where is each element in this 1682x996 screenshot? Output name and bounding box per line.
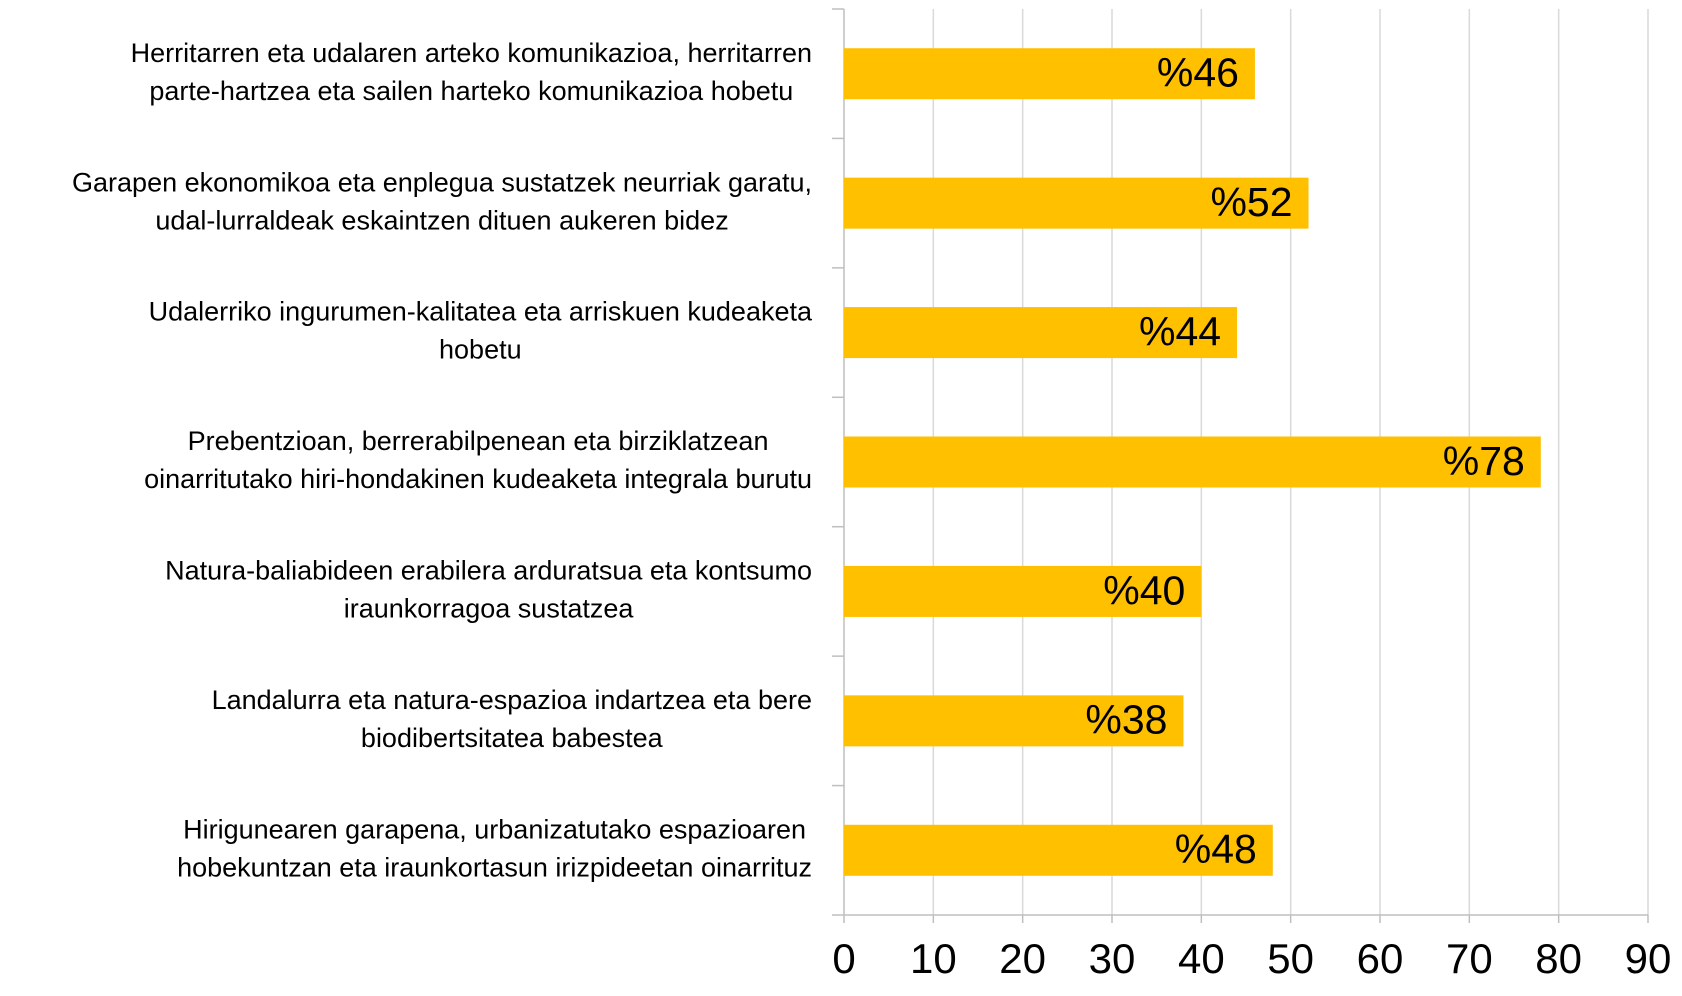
category-label: Udalerriko ingurumen-kalitatea eta arris… xyxy=(149,297,813,327)
category-label: Prebentzioan, berrerabilpenean eta birzi… xyxy=(188,426,769,456)
value-label: %40 xyxy=(1103,567,1185,613)
category-label: Herritarren eta udalaren arteko komunika… xyxy=(131,38,812,68)
x-tick-label: 60 xyxy=(1357,935,1404,982)
x-tick-label: 30 xyxy=(1089,935,1136,982)
category-label: biodibertsitatea babestea xyxy=(361,723,664,753)
category-label: udal-lurraldeak eskaintzen dituen aukere… xyxy=(155,205,728,235)
x-tick-label: 50 xyxy=(1267,935,1314,982)
value-label: %44 xyxy=(1139,308,1221,354)
category-label: Garapen ekonomikoa eta enplegua sustatze… xyxy=(72,167,812,197)
category-label: oinarritutako hiri-hondakinen kudeaketa … xyxy=(144,464,812,494)
bar xyxy=(844,307,1238,359)
value-label: %46 xyxy=(1157,50,1239,96)
value-label: %48 xyxy=(1175,826,1257,872)
category-label: iraunkorragoa sustatzea xyxy=(344,594,635,624)
x-tick-label: 90 xyxy=(1625,935,1672,982)
bar xyxy=(844,824,1273,876)
category-label: parte-hartzea eta sailen harteko komunik… xyxy=(149,76,793,106)
x-tick-label: 0 xyxy=(832,935,855,982)
x-tick-label: 10 xyxy=(910,935,957,982)
x-tick-label: 20 xyxy=(999,935,1046,982)
bar xyxy=(844,695,1184,747)
value-label: %38 xyxy=(1085,697,1167,743)
category-label: Landalurra eta natura-espazioa indartzea… xyxy=(212,685,812,715)
value-label: %52 xyxy=(1210,179,1292,225)
bar xyxy=(844,436,1541,488)
bar xyxy=(844,177,1309,229)
category-label: Natura-baliabideen erabilera arduratsua … xyxy=(165,556,812,586)
category-label: Hirigunearen garapena, urbanizatutako es… xyxy=(183,814,806,844)
value-label: %78 xyxy=(1443,438,1525,484)
category-label: hobekuntzan eta iraunkortasun irizpideet… xyxy=(177,852,812,882)
x-tick-label: 70 xyxy=(1446,935,1493,982)
x-tick-label: 40 xyxy=(1178,935,1225,982)
x-tick-label: 80 xyxy=(1535,935,1582,982)
bar xyxy=(844,565,1202,617)
category-label: hobetu xyxy=(439,335,522,365)
bar xyxy=(844,48,1255,100)
